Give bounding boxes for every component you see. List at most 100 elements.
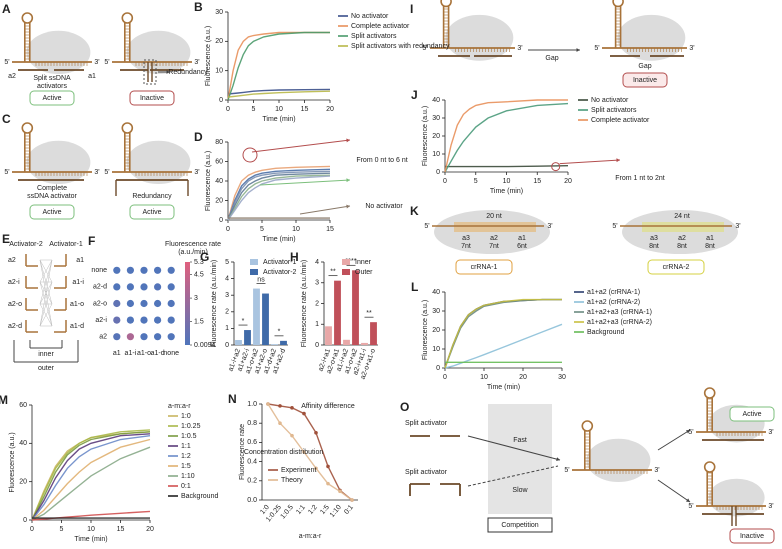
- legend-label: No activator: [351, 13, 389, 20]
- label: outer: [38, 365, 55, 372]
- legend-swatch: [250, 259, 258, 265]
- y-tick-label: 0.2: [247, 478, 257, 485]
- y-axis-label: Fluorescence (a.u.): [422, 106, 429, 166]
- x-tick-label: 10: [275, 106, 283, 113]
- label: Gap: [545, 55, 558, 62]
- panel-letter: N: [228, 392, 237, 406]
- bar: [361, 342, 368, 345]
- y-tick-label: 0: [219, 97, 223, 104]
- label: Complete: [37, 185, 67, 192]
- label: Slow: [512, 487, 528, 494]
- hairpin-loop: [121, 12, 134, 24]
- crrna-box: [647, 259, 705, 275]
- x-tick-label: 1:1: [295, 504, 307, 516]
- end-label: 5': [4, 169, 9, 176]
- y-tick-label: 0: [23, 517, 27, 524]
- label: Fast: [513, 437, 527, 444]
- point: [290, 433, 294, 438]
- label: a1-i: [72, 279, 84, 286]
- x-axis-label: Time (min): [74, 536, 107, 543]
- end-label: 5': [4, 59, 9, 66]
- hairpin-loop: [21, 12, 34, 24]
- arrow-head: [686, 430, 690, 434]
- dot: [126, 266, 134, 274]
- column-label: a1-d: [151, 350, 165, 357]
- y-tick-label: 20: [19, 479, 27, 486]
- y-axis-label: Fluorescence (a.u.): [205, 26, 212, 86]
- row-label: a2-o: [93, 300, 107, 307]
- y-tick-label: 5: [225, 259, 229, 266]
- arrow: [259, 179, 351, 186]
- label: a2: [678, 235, 686, 242]
- y-tick-label: 0.8: [247, 420, 257, 427]
- y-tick-label: 40: [432, 289, 440, 296]
- arrow-head: [166, 70, 170, 74]
- series-line: [445, 165, 569, 168]
- hairpin-loop: [703, 387, 716, 399]
- legend-label: 0:1: [181, 483, 191, 490]
- arrow-head: [346, 138, 350, 143]
- y-tick-label: 3: [315, 280, 319, 287]
- series-line: [227, 170, 331, 221]
- legend-title: a-m:a-r: [168, 403, 191, 410]
- label: Redundancy: [168, 69, 208, 76]
- legend-label: a1+a2 (crRNA-2): [587, 299, 640, 306]
- legend-label: 1:0: [181, 413, 191, 420]
- dot: [140, 333, 148, 341]
- x-axis-label: Time (min): [490, 188, 523, 195]
- arrow: [299, 205, 351, 215]
- end-label: 5': [422, 45, 427, 52]
- series-line: [227, 172, 331, 221]
- legend-label: a1+a2+a3 (crRNA-1): [587, 309, 652, 316]
- legend-swatch: [342, 269, 350, 275]
- colorbar-title: Fluorescence rate: [165, 241, 221, 248]
- colorbar-tick-label: 4.5: [194, 271, 204, 278]
- legend-label: No activator: [591, 97, 629, 104]
- x-tick-label: 30: [558, 374, 566, 381]
- end-label: 3': [768, 503, 773, 510]
- label: Competition: [501, 522, 538, 529]
- protein: [445, 14, 514, 61]
- series-line: [227, 165, 331, 221]
- y-tick-label: 2: [225, 309, 229, 316]
- y-axis-label: Fluorescence (a.u.): [422, 300, 429, 360]
- y-tick-label: 0: [219, 217, 223, 224]
- dot: [167, 333, 175, 341]
- series-line: [227, 175, 331, 221]
- legend-label: Background: [587, 329, 624, 336]
- legend-label: 1:10: [181, 473, 195, 480]
- segment-region: [454, 222, 536, 232]
- significance: **: [366, 310, 372, 317]
- row-label: a2-d: [93, 284, 107, 291]
- label: 7nt: [461, 243, 471, 250]
- label: a3: [650, 235, 658, 242]
- y-tick-label: 4: [225, 275, 229, 282]
- colorbar-tick-label: 0.0094: [194, 342, 216, 349]
- series-line: [444, 298, 562, 369]
- dot: [140, 266, 148, 274]
- status: Inactive: [140, 95, 164, 102]
- label: a1: [706, 235, 714, 242]
- bar: [370, 322, 377, 345]
- legend-label: Split activators: [351, 33, 397, 40]
- label: inner: [38, 351, 54, 358]
- panel-letter: K: [410, 204, 419, 218]
- dot: [126, 316, 134, 324]
- legend-label: Activator-1: [263, 259, 297, 266]
- y-tick-label: 4: [315, 259, 319, 266]
- x-tick-label: 0: [226, 106, 230, 113]
- status-box: [29, 90, 75, 106]
- dot: [154, 333, 162, 341]
- colorbar-tick-label: 3: [194, 295, 198, 302]
- series-line: [31, 433, 151, 521]
- dot: [167, 283, 175, 291]
- significance: ns: [257, 276, 265, 283]
- y-tick-label: 2: [315, 300, 319, 307]
- end-label: 3': [517, 45, 522, 52]
- dot: [140, 283, 148, 291]
- x-tick-label: 10: [503, 178, 511, 185]
- arrow: [559, 159, 621, 165]
- status: Active: [42, 209, 61, 216]
- label: crRNA-1: [471, 264, 498, 271]
- series-line: [444, 323, 563, 369]
